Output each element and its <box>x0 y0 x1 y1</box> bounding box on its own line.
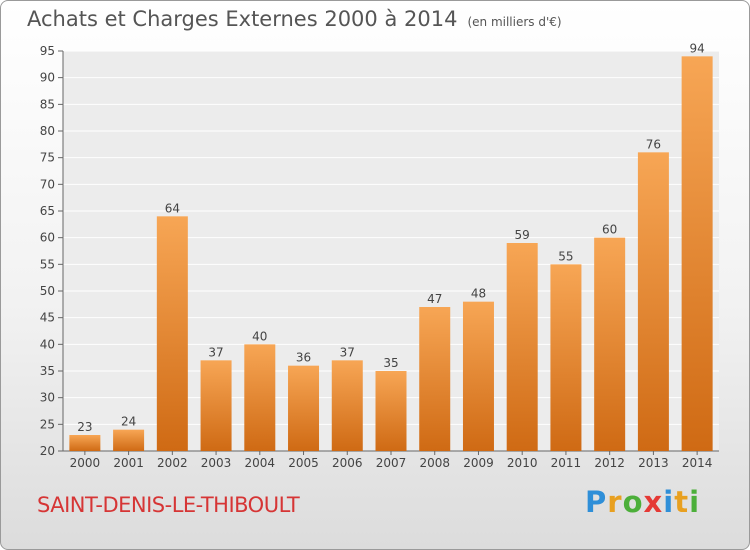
x-tick-label-2005: 2005 <box>288 456 319 470</box>
y-tick-label: 75 <box>40 151 55 165</box>
y-tick-label: 55 <box>40 257 55 271</box>
x-tick-label-2011: 2011 <box>551 456 582 470</box>
logo-letter: i <box>689 485 701 519</box>
title-unit: (en milliers d'€) <box>467 15 562 29</box>
bar-2000 <box>69 435 101 451</box>
x-tick-label-2001: 2001 <box>113 456 144 470</box>
y-tick-label: 30 <box>40 391 55 405</box>
chart-title: Achats et Charges Externes 2000 à 2014 (e… <box>27 7 562 31</box>
y-tick-label: 70 <box>40 177 55 191</box>
bar-2006 <box>331 360 363 451</box>
proxiti-logo: Proxiti <box>585 485 700 519</box>
y-tick-label: 65 <box>40 204 55 218</box>
y-tick-label: 95 <box>40 44 55 58</box>
x-tick-label-2007: 2007 <box>376 456 407 470</box>
bar-2010 <box>506 243 538 451</box>
bar-2012 <box>594 237 626 451</box>
logo-letter: r <box>607 485 623 519</box>
value-label-2002: 64 <box>165 201 180 215</box>
y-tick-label: 80 <box>40 124 55 138</box>
bar-2014 <box>681 56 713 451</box>
bar-2007 <box>375 371 407 451</box>
y-tick-label: 60 <box>40 231 55 245</box>
logo-letter: t <box>674 485 690 519</box>
value-label-2011: 55 <box>558 249 573 263</box>
value-label-2004: 40 <box>252 329 267 343</box>
value-label-2000: 23 <box>77 420 92 434</box>
y-tick-label: 40 <box>40 337 55 351</box>
bar-2008 <box>419 307 451 451</box>
y-axis-ticks: 20 25 30 35 40 45 50 55 60 65 70 75 80 85 90 95 <box>40 44 55 458</box>
y-tick-label: 50 <box>40 284 55 298</box>
x-tick-label-2006: 2006 <box>332 456 363 470</box>
value-label-2003: 37 <box>208 345 223 359</box>
y-tick-label: 85 <box>40 97 55 111</box>
logo-letter: x <box>643 485 664 519</box>
x-tick-label-2010: 2010 <box>507 456 538 470</box>
bar-2005 <box>288 365 320 451</box>
bar-2003 <box>200 360 232 451</box>
bars <box>69 56 713 452</box>
commune-name: SAINT-DENIS-LE-THIBOULT <box>37 493 300 517</box>
x-tick-label-2013: 2013 <box>638 456 669 470</box>
value-label-2012: 60 <box>602 223 617 237</box>
value-label-2013: 76 <box>646 137 661 151</box>
x-tick-label-2000: 2000 <box>70 456 101 470</box>
value-label-2009: 48 <box>471 287 486 301</box>
x-tick-label-2012: 2012 <box>594 456 625 470</box>
x-tick-label-2008: 2008 <box>419 456 450 470</box>
x-tick-label-2004: 2004 <box>245 456 276 470</box>
x-tick-label-2002: 2002 <box>157 456 188 470</box>
logo-letter: P <box>585 485 608 519</box>
value-label-2008: 47 <box>427 292 442 306</box>
logo-letter: o <box>622 485 644 519</box>
bar-2001 <box>113 429 145 451</box>
value-label-2014: 94 <box>689 41 704 55</box>
x-axis-ticks: 2000 2001 2002 2003 2004 2005 2006 2007 2008 2009… <box>70 456 713 470</box>
value-label-2007: 35 <box>383 356 398 370</box>
value-label-2006: 37 <box>340 345 355 359</box>
y-tick-label: 35 <box>40 364 55 378</box>
bar-2004 <box>244 344 276 451</box>
x-tick-label-2003: 2003 <box>201 456 232 470</box>
value-label-2001: 24 <box>121 415 136 429</box>
bar-2009 <box>462 301 494 451</box>
x-tick-label-2009: 2009 <box>463 456 494 470</box>
data-labels: 23 24 64 37 40 36 37 35 47 48 59 55 60 76 94 <box>77 41 705 434</box>
y-tick-label: 45 <box>40 311 55 325</box>
title-text: Achats et Charges Externes 2000 à 2014 <box>27 7 458 31</box>
value-label-2010: 59 <box>515 228 530 242</box>
bar-2011 <box>550 264 582 451</box>
y-tick-label: 25 <box>40 417 55 431</box>
bar-2002 <box>156 216 188 451</box>
x-tick-label-2014: 2014 <box>682 456 713 470</box>
y-tick-label: 20 <box>40 444 55 458</box>
logo-letter: i <box>663 485 675 519</box>
y-tick-label: 90 <box>40 71 55 85</box>
bar-2013 <box>637 152 669 452</box>
value-label-2005: 36 <box>296 351 311 365</box>
